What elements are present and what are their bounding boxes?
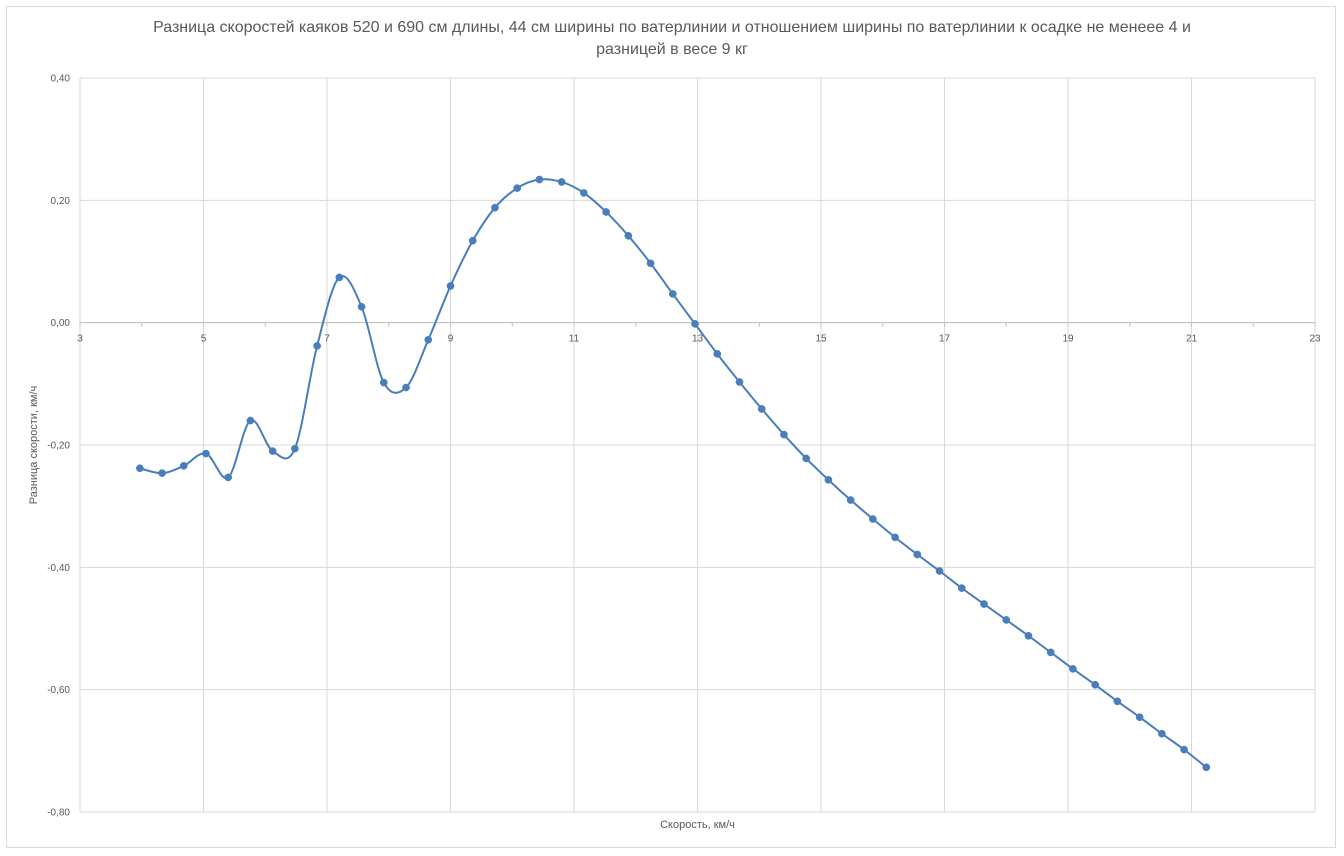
x-axis-title: Скорость, км/ч <box>660 819 735 831</box>
x-tick-label: 17 <box>939 334 951 345</box>
chart-title: Разница скоростей каяков 520 и 690 см дл… <box>153 19 1191 58</box>
data-point <box>1002 616 1011 624</box>
data-point <box>557 178 566 186</box>
data-point <box>668 290 677 298</box>
data-point <box>1069 665 1077 673</box>
data-point <box>869 515 877 523</box>
gridlines <box>79 77 1316 813</box>
data-point <box>646 259 655 268</box>
data-point <box>1091 680 1100 689</box>
data-point <box>136 464 144 473</box>
data-point <box>179 461 188 470</box>
x-tick-label: 3 <box>77 334 83 345</box>
x-tick-label: 5 <box>201 334 207 345</box>
data-point <box>468 236 477 245</box>
y-tick-label: 0,20 <box>51 196 71 207</box>
y-tick-label: 0,40 <box>51 74 71 85</box>
y-tick-label: -0,80 <box>47 808 70 819</box>
data-point <box>1046 648 1055 657</box>
data-point <box>735 378 744 386</box>
data-point <box>446 282 455 290</box>
data-point <box>780 430 788 439</box>
data-point <box>957 584 966 592</box>
data-point <box>713 350 722 358</box>
data-point <box>980 600 988 608</box>
data-point <box>1135 713 1144 722</box>
data-point <box>379 378 388 387</box>
data-point <box>313 342 321 350</box>
y-tick-label: -0,20 <box>47 441 70 452</box>
data-point <box>802 454 811 463</box>
data-point <box>491 203 499 212</box>
data-point <box>246 416 255 425</box>
data-point <box>891 533 899 542</box>
x-tick-label: 21 <box>1186 334 1198 345</box>
data-point <box>158 469 166 477</box>
x-axis-tick-labels: 3 5 7 9 11 13 15 17 19 21 23 <box>77 334 1321 345</box>
x-tick-label: 11 <box>569 334 580 345</box>
data-point <box>1202 763 1211 772</box>
x-tick-label: 13 <box>692 334 704 345</box>
data-point <box>1113 697 1122 706</box>
data-point <box>691 320 699 328</box>
data-point <box>935 567 944 575</box>
data-point <box>357 302 366 311</box>
x-tick-label: 19 <box>1062 334 1074 345</box>
y-tick-label: -0,40 <box>47 563 70 574</box>
data-point <box>1158 729 1166 738</box>
x-tick-label: 9 <box>448 334 454 345</box>
x-tick-label: 15 <box>815 334 827 345</box>
data-point <box>1024 631 1033 640</box>
x-tick-label: 7 <box>324 334 330 345</box>
data-point <box>335 273 344 282</box>
chart-area <box>6 6 1336 848</box>
data-point <box>535 175 544 184</box>
data-point <box>913 550 922 559</box>
data-point <box>624 231 633 240</box>
data-point <box>846 496 855 504</box>
data-point <box>424 335 433 344</box>
y-axis-title: Разница скорости, км/ч <box>28 386 40 504</box>
y-tick-label: -0,60 <box>47 685 70 696</box>
data-point <box>268 447 277 455</box>
y-tick-label: 0,00 <box>51 318 71 329</box>
data-point <box>291 444 299 453</box>
data-point <box>824 476 833 484</box>
data-point <box>224 473 233 482</box>
data-point <box>757 405 766 413</box>
data-point <box>513 184 522 192</box>
y-axis-tick-labels: 0,40 0,20 0,00 -0,20 -0,40 -0,60 -0,80 <box>47 74 70 819</box>
data-point <box>580 189 588 197</box>
data-point <box>402 383 410 392</box>
series-line <box>139 178 1207 769</box>
data-point <box>602 208 610 216</box>
data-point <box>202 449 210 458</box>
series-markers <box>136 175 1211 772</box>
data-point <box>1180 745 1188 754</box>
x-tick-label: 23 <box>1309 334 1321 345</box>
